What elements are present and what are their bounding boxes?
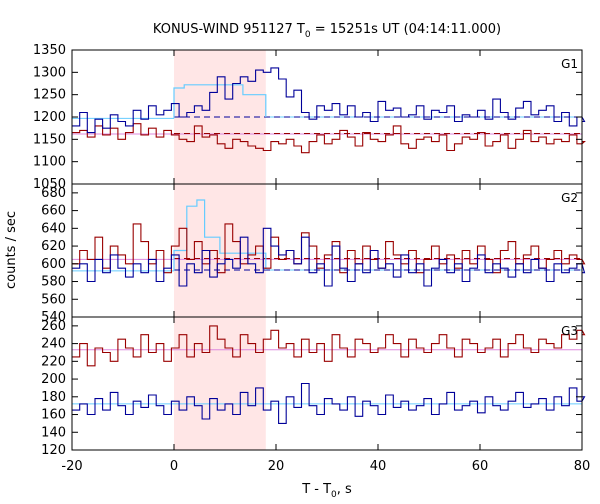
g3-blue-series — [72, 382, 586, 424]
chart-title-subscript: 0 — [305, 30, 311, 40]
chart-title: KONUS-WIND 951127 T0 = 15251s UT (04:14:… — [153, 22, 501, 40]
chart-title-suffix: = 15251s UT (04:14:11.000) — [311, 22, 501, 37]
g2-ytick-label: 540 — [41, 310, 66, 325]
x-tick-label: -20 — [61, 459, 82, 474]
g1-blue-peak-fit — [173, 84, 267, 119]
g3-ytick-label: 120 — [41, 443, 66, 458]
g1-red-series — [72, 123, 586, 154]
g1-ytick-label: 1350 — [33, 43, 66, 58]
g1-ytick-label: 1200 — [33, 110, 66, 125]
g3-ytick-label: 180 — [41, 390, 66, 405]
g2-blue-peak-fit — [173, 199, 267, 271]
g3-ytick-label: 200 — [41, 372, 66, 387]
g1-ytick-label: 1050 — [33, 177, 66, 192]
g3-red-series — [72, 325, 586, 367]
g1-ytick-label: 1250 — [33, 88, 66, 103]
g3-frame — [71, 316, 583, 451]
g2-ytick-label: 580 — [41, 275, 66, 290]
g3-ytick-label: 160 — [41, 408, 66, 423]
g1-ytick-label: 1100 — [33, 155, 66, 170]
x-tick-label: 0 — [170, 459, 178, 474]
x-axis-title: T - T0, s — [301, 482, 352, 500]
g3-panel-label: G3 — [561, 324, 578, 338]
g3-ytick-label: 220 — [41, 354, 66, 369]
x-tick-label: 80 — [574, 459, 591, 474]
plot-area: 1050110011501200125013001350G15405605806… — [33, 43, 590, 474]
g2-ytick-label: 680 — [41, 186, 66, 201]
g3-ytick-label: 260 — [41, 319, 66, 334]
g3-ytick-label: 240 — [41, 337, 66, 352]
g1-blue-series — [72, 67, 586, 134]
g3-ytick-label: 140 — [41, 425, 66, 440]
g2-ytick-label: 620 — [41, 239, 66, 254]
x-axis-title-subscript: 0 — [331, 490, 337, 500]
g1-ytick-label: 1150 — [33, 132, 66, 147]
x-axis-title-prefix: T - T — [301, 482, 331, 497]
g1-panel-label: G1 — [561, 57, 578, 71]
g2-ytick-label: 600 — [41, 257, 66, 272]
g2-ytick-label: 640 — [41, 221, 66, 236]
g1-ytick-label: 1300 — [33, 65, 66, 80]
g2-blue-series — [72, 227, 586, 287]
chart-title-prefix: KONUS-WIND 951127 T — [153, 22, 305, 37]
x-axis-title-suffix: , s — [337, 482, 352, 497]
y-axis-title: counts / sec — [4, 211, 19, 289]
x-tick-label: 40 — [370, 459, 387, 474]
g2-ytick-label: 560 — [41, 292, 66, 307]
x-tick-label: 60 — [472, 459, 489, 474]
g2-ytick-label: 660 — [41, 204, 66, 219]
x-tick-label: 20 — [268, 459, 285, 474]
g2-panel-label: G2 — [561, 191, 578, 205]
